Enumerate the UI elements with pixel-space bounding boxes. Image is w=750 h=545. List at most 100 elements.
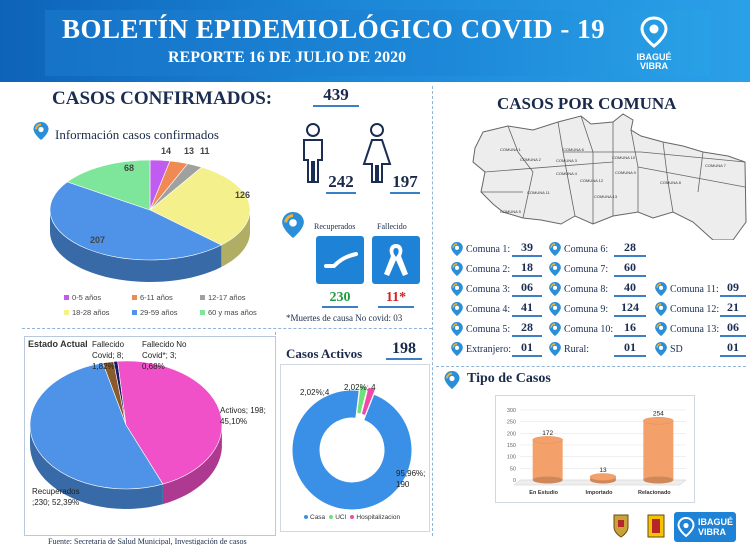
confirmados-total: 439: [313, 85, 359, 107]
comuna-label: Comuna 12:: [670, 304, 720, 315]
bar-top: [589, 473, 617, 481]
comuna-label: Comuna 11:: [670, 284, 719, 295]
comuna-label: Comuna 3:: [466, 284, 511, 295]
map-label-comuna: COMUNA 11: [527, 190, 550, 195]
age-pie-data-label: 13: [184, 146, 194, 156]
age-pie-data-label: 14: [161, 146, 171, 156]
confirmados-label: CASOS CONFIRMADOS:: [52, 88, 273, 109]
women-count: 197: [390, 172, 420, 194]
recuperados-icon-box: [316, 236, 364, 284]
comuna-label: Comuna 7:: [564, 264, 609, 275]
comuna-label: Extranjero:: [466, 344, 511, 355]
activos-label: Casos Activos: [286, 346, 363, 361]
logo-text-1: IBAGUÉ: [636, 52, 672, 62]
bar-top: [532, 436, 563, 444]
age-pie-chart: 14 13 11 126 207 68: [49, 146, 251, 282]
legend-swatch: [132, 295, 137, 300]
comuna-value: 09: [720, 280, 746, 297]
legend-label: 6-11 años: [140, 293, 173, 302]
bar-top: [643, 417, 674, 425]
donut-legend: Casa UCI Hospitalizacion: [300, 514, 400, 521]
location-pin-icon: [451, 242, 463, 256]
bar-data-label: 172: [542, 430, 553, 437]
bar-base: [643, 476, 674, 484]
comuna-label: Comuna 4:: [466, 304, 511, 315]
comuna-value: 39: [512, 240, 542, 257]
page-subtitle: REPORTE 16 DE JULIO DE 2020: [168, 49, 407, 66]
map-label-comuna: COMUNA 13: [594, 194, 618, 199]
y-tick-label: 50: [510, 466, 516, 472]
comuna-value: 21: [720, 300, 746, 317]
y-tick-label: 150: [507, 443, 516, 449]
estado-actual-title: Estado Actual: [28, 339, 88, 349]
location-pin-icon: [549, 322, 561, 336]
comuna-value: 124: [614, 300, 646, 317]
header-panel: [45, 10, 710, 76]
age-legend-item: 60 y mas años: [200, 308, 268, 317]
map-label-comuna: COMUNA 10: [612, 155, 636, 160]
location-pin-icon: [451, 262, 463, 276]
estado-pie-side-3: [30, 424, 163, 509]
bar-category-label: Relacionado: [638, 490, 671, 496]
age-pie-data-label: 68: [124, 163, 134, 173]
legend-swatch: [200, 295, 205, 300]
estado-pie-data-label: Fallecido No Covid*; 3; 0,68%: [142, 340, 187, 371]
recuperados-label: Recuperados: [314, 222, 356, 231]
page-title: BOLETÍN EPIDEMIOLÓGICO COVID - 19: [62, 14, 606, 44]
legend-label: 12-17 años: [208, 293, 246, 302]
men-count: 242: [326, 172, 356, 194]
info-confirmados-label: Información casos confirmados: [55, 127, 219, 142]
age-pie-slice-5: [66, 159, 151, 211]
estado-pie-data-label: Recuperados ;230; 52,39%: [32, 487, 80, 507]
legend-swatch: [132, 310, 137, 315]
location-pin-icon: [451, 282, 463, 296]
age-pie-data-label: 207: [90, 235, 105, 245]
recuperados-value: 230: [322, 290, 358, 308]
comuna-value: 18: [512, 260, 542, 277]
ibague-logo: IBAGUÉ VIBRA: [632, 16, 676, 72]
comuna-value: 60: [614, 260, 646, 277]
fallecido-icon-box: [372, 236, 420, 284]
tipo-casos-bar-chart: 0 50 100 150 200 250 300 172 En Estudio 13 Importa…: [507, 408, 687, 496]
estado-pie-slice-3: [29, 362, 164, 490]
location-pin-icon: [549, 302, 561, 316]
age-pie-side-3: [221, 210, 250, 268]
ribbon-icon: [384, 244, 408, 276]
comuna-label: SD: [670, 344, 683, 355]
horizontal-divider-right: [436, 366, 746, 367]
comuna-label: Comuna 13:: [670, 324, 720, 335]
comuna-label: Comuna 8:: [564, 284, 609, 295]
man-icon: [303, 123, 323, 183]
comuna-label: Rural:: [564, 344, 589, 355]
bar-2: 254 Relacionado: [638, 411, 674, 496]
activos-donut-chart: [291, 384, 413, 511]
y-tick-label: 250: [507, 420, 516, 426]
horizontal-divider-left: [22, 328, 432, 329]
vertical-divider: [432, 86, 433, 536]
comuna-value: 28: [512, 320, 542, 337]
legend-swatch: [329, 515, 334, 519]
age-legend-item: 6-11 años: [132, 293, 200, 302]
woman-icon: [362, 123, 392, 183]
location-pin-icon: [549, 342, 561, 356]
bar-data-label: 254: [653, 411, 664, 418]
y-tick-label: 200: [507, 431, 516, 437]
comunas-title: CASOS POR COMUNA: [497, 94, 677, 113]
legend-label: 60 y mas años: [208, 308, 257, 317]
activos-value: 198: [386, 340, 422, 360]
bar-body: [532, 439, 563, 480]
age-pie-slice-4: [49, 181, 223, 261]
age-legend-item: 0-5 años: [64, 293, 132, 302]
ibague-pin-icon: [640, 16, 668, 48]
municipal-shield-icon: [613, 514, 629, 538]
comuna-value: 01: [614, 340, 646, 357]
location-pin-icon: [451, 322, 463, 336]
map-label-comuna: COMUNA 5: [500, 209, 521, 214]
bar-category-label: Importado: [586, 490, 614, 496]
bar-body: [643, 420, 674, 480]
map-label-comuna: COMUNA 9: [615, 170, 636, 175]
legend-label: UCI: [335, 514, 347, 521]
comuna-value: 06: [512, 280, 542, 297]
estado-actual-frame: [24, 336, 276, 536]
fallecido-value: 11*: [378, 290, 414, 308]
